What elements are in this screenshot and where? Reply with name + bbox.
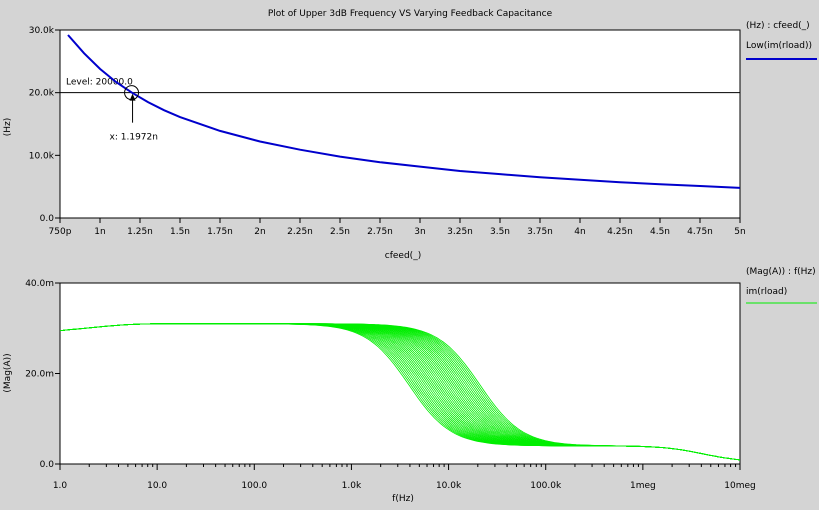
top-series-line[interactable] bbox=[67, 34, 741, 189]
top-x-tick-label: 2.25n bbox=[287, 227, 313, 237]
top-x-tick-label: 4.5n bbox=[650, 227, 670, 237]
bottom-legend-entry-label[interactable]: im(rload) bbox=[746, 287, 787, 297]
top-x-tick-label: 1n bbox=[94, 227, 105, 237]
top-x-tick-label: 1.5n bbox=[170, 227, 190, 237]
top-x-tick-label: 3.25n bbox=[447, 227, 473, 237]
top-x-tick-label: 2n bbox=[254, 227, 265, 237]
bottom-x-tick-label: 100.0 bbox=[241, 481, 267, 491]
top-y-tick-label: 30.0k bbox=[29, 26, 55, 36]
top-x-tick-label: 2.5n bbox=[330, 227, 350, 237]
bottom-y-tick-label: 20.0m bbox=[25, 370, 54, 380]
bottom-plot-area[interactable] bbox=[59, 282, 741, 465]
top-x-tick-label: 4.75n bbox=[687, 227, 713, 237]
bottom-axis-ticks: 1.0 10.0 100.0 1.0k 10.0k 100.0k 1meg 10meg 0.0 2… bbox=[25, 279, 756, 491]
bottom-x-tick-label: 1.0 bbox=[53, 481, 68, 491]
top-x-tick-label: 3n bbox=[414, 227, 425, 237]
bottom-y-axis-title: (Mag(A)) bbox=[3, 353, 13, 392]
bottom-x-tick-label: 10.0k bbox=[436, 481, 462, 491]
top-series-group bbox=[67, 34, 741, 189]
top-x-tick-label: 4n bbox=[574, 227, 585, 237]
level-label: Level: 20000.0 bbox=[66, 78, 133, 88]
top-x-tick-label: 5n bbox=[734, 227, 745, 237]
bottom-y-tick-label: 0.0 bbox=[40, 460, 55, 470]
top-legend-header: (Hz) : cfeed(_) bbox=[746, 21, 810, 31]
bottom-y-tick-label: 40.0m bbox=[25, 279, 54, 289]
bottom-x-tick-label: 10meg bbox=[724, 481, 755, 491]
top-y-tick-label: 0.0 bbox=[40, 214, 55, 224]
top-x-tick-label: 3.75n bbox=[527, 227, 553, 237]
crossing-label: x: 1.1972n bbox=[110, 133, 158, 143]
bottom-x-tick-label: 10.0 bbox=[147, 481, 167, 491]
top-axis-ticks: 750p 1n 1.25n 1.5n 1.75n 2n 2.25n 2.5n 2.75n 3n 3.… bbox=[29, 26, 746, 237]
top-x-tick-label: 750p bbox=[49, 227, 72, 237]
top-x-tick-label: 1.25n bbox=[127, 227, 153, 237]
bottom-x-tick-label: 1meg bbox=[630, 481, 656, 491]
top-x-tick-label: 2.75n bbox=[367, 227, 393, 237]
crossing-marker: x: 1.1972n bbox=[110, 85, 158, 143]
bottom-x-axis-title: f(Hz) bbox=[392, 494, 414, 504]
top-legend-entry-label[interactable]: Low(im(rload)) bbox=[746, 41, 812, 51]
top-x-tick-label: 4.25n bbox=[607, 227, 633, 237]
crossing-arrowhead bbox=[129, 93, 136, 101]
top-y-tick-label: 10.0k bbox=[29, 151, 55, 161]
bottom-series-line[interactable] bbox=[59, 323, 741, 461]
level-marker: Level: 20000.0 bbox=[60, 78, 740, 94]
chart-title: Plot of Upper 3dB Frequency VS Varying F… bbox=[268, 9, 553, 19]
top-x-tick-label: 3.5n bbox=[490, 227, 510, 237]
bottom-x-tick-label: 100.0k bbox=[530, 481, 562, 491]
top-x-axis-title: cfeed(_) bbox=[385, 251, 421, 261]
top-y-axis-title: (Hz) bbox=[3, 118, 13, 137]
top-plot-area[interactable] bbox=[59, 29, 741, 219]
top-x-tick-label: 1.75n bbox=[207, 227, 233, 237]
bottom-x-tick-label: 1.0k bbox=[342, 481, 362, 491]
bottom-series-group bbox=[59, 323, 741, 461]
top-y-tick-label: 20.0k bbox=[29, 89, 55, 99]
bottom-legend-header: (Mag(A)) : f(Hz) bbox=[746, 267, 816, 277]
